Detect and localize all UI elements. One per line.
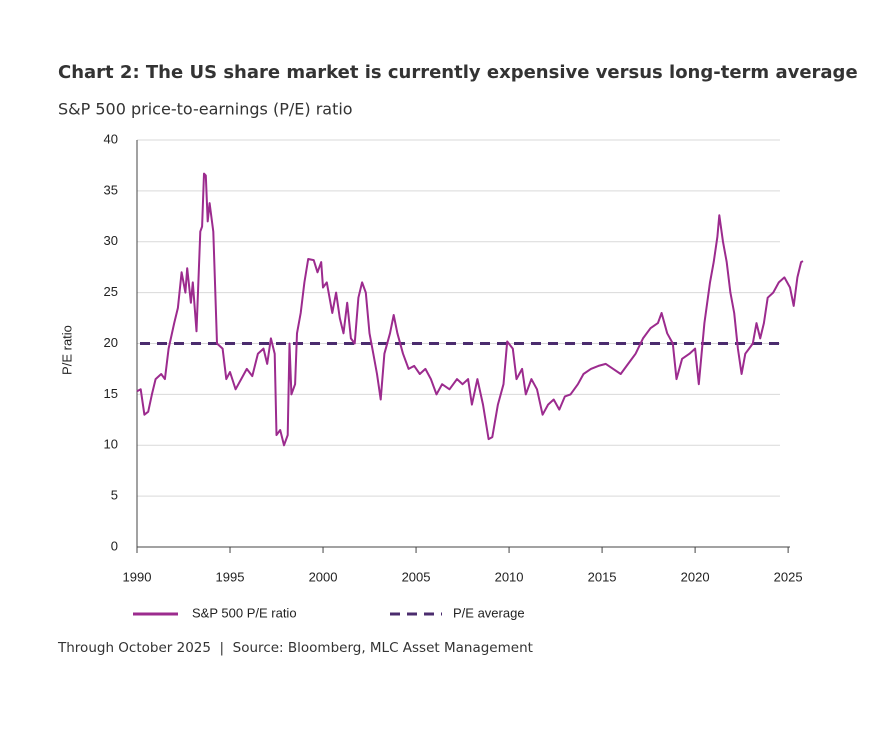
legend-label: S&P 500 P/E ratio bbox=[192, 605, 297, 620]
y-tick-label: 40 bbox=[104, 131, 118, 146]
y-tick-label: 5 bbox=[111, 488, 118, 503]
x-tick-label: 2005 bbox=[402, 569, 431, 584]
chart-subtitle: S&P 500 price-to-earnings (P/E) ratio bbox=[58, 100, 353, 119]
x-tick-label: 1990 bbox=[123, 569, 152, 584]
x-tick-label: 2020 bbox=[681, 569, 710, 584]
y-tick-label: 25 bbox=[104, 284, 118, 299]
y-tick-label: 0 bbox=[111, 538, 118, 553]
x-tick-label: 2000 bbox=[309, 569, 338, 584]
footer: Through October 2025 | Source: Bloomberg… bbox=[57, 640, 533, 656]
chart-title: Chart 2: The US share market is currentl… bbox=[58, 62, 858, 83]
y-axis-label: P/E ratio bbox=[59, 325, 74, 375]
y-tick-label: 15 bbox=[104, 386, 118, 401]
y-tick-label: 30 bbox=[104, 233, 118, 248]
x-tick-label: 2015 bbox=[588, 569, 617, 584]
pe-line bbox=[136, 172, 804, 447]
y-tick-label: 20 bbox=[104, 335, 118, 350]
y-tick-label: 35 bbox=[104, 182, 118, 197]
x-tick-label: 2010 bbox=[495, 569, 524, 584]
y-tick-label: 10 bbox=[104, 437, 118, 452]
legend-label: P/E average bbox=[453, 605, 525, 620]
x-tick-label: 2025 bbox=[774, 569, 803, 584]
x-tick-label: 1995 bbox=[216, 569, 245, 584]
